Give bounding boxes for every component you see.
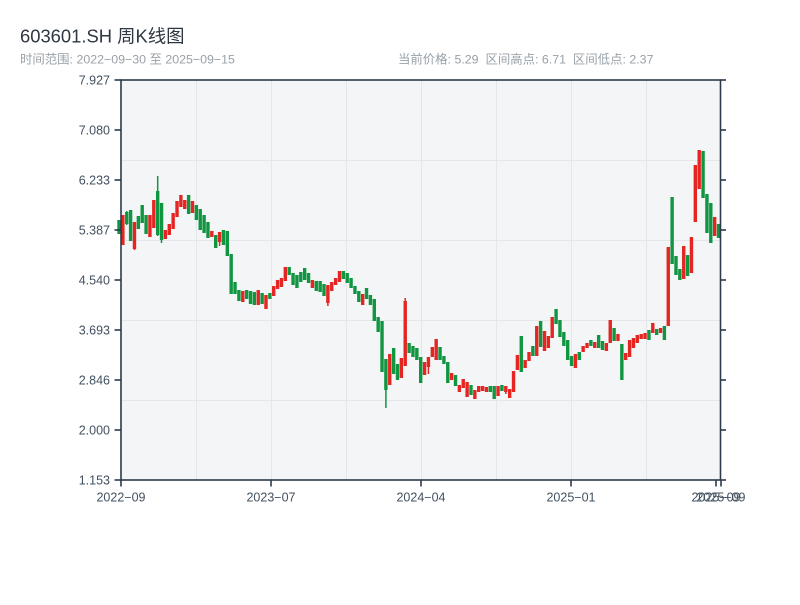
svg-text:2024−04: 2024−04 [396, 491, 445, 505]
svg-text:2022−09: 2022−09 [96, 491, 145, 505]
svg-text:6.233: 6.233 [79, 173, 110, 187]
svg-text:2025−09: 2025−09 [696, 491, 745, 505]
svg-text:2025−01: 2025−01 [546, 491, 595, 505]
svg-text:7.927: 7.927 [79, 73, 110, 87]
svg-text:2025−09: 2025−09 [691, 491, 740, 505]
svg-text:1.153: 1.153 [79, 473, 110, 487]
svg-text:603601.SH 周K线图: 603601.SH 周K线图 [20, 26, 185, 47]
svg-text:3.693: 3.693 [79, 323, 110, 337]
svg-text:5.387: 5.387 [79, 223, 110, 237]
svg-text:当前价格: 5.29 区间高点: 6.71 区间低点:: 当前价格: 5.29 区间高点: 6.71 区间低点: 2.37 [398, 52, 654, 67]
svg-text:2.846: 2.846 [79, 373, 110, 387]
svg-text:7.080: 7.080 [79, 123, 110, 137]
svg-text:2.000: 2.000 [79, 423, 110, 437]
svg-text:4.540: 4.540 [79, 273, 110, 287]
svg-text:时间范围: 2022−09−30 至 2025−09−15: 时间范围: 2022−09−30 至 2025−09−15 [20, 53, 235, 67]
svg-text:2023−07: 2023−07 [246, 491, 295, 505]
